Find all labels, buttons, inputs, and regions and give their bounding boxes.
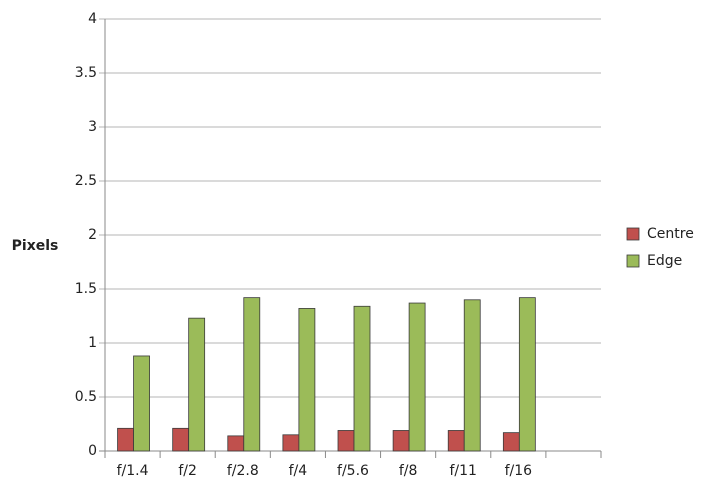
legend-swatch (626, 227, 640, 241)
y-tick-label: 2.5 (75, 173, 97, 189)
y-tick-label: 0.5 (75, 389, 97, 405)
x-tick-label: f/1.4 (117, 463, 149, 479)
bar (353, 305, 371, 452)
y-tick-label: 3 (88, 119, 97, 135)
bar (188, 317, 206, 452)
x-tick-label: f/2.8 (227, 463, 259, 479)
bar (518, 297, 536, 452)
y-tick-label: 1 (88, 335, 97, 351)
bar (282, 434, 300, 452)
bar (463, 299, 481, 452)
bar (172, 427, 190, 452)
x-tick-label: f/16 (505, 463, 533, 479)
bar (298, 308, 316, 452)
y-tick-label: 2 (88, 227, 97, 243)
x-tick-label: f/11 (449, 463, 476, 479)
bar (408, 302, 426, 452)
bar (227, 435, 245, 452)
legend-label: Edge (647, 253, 682, 269)
bar (502, 432, 520, 452)
y-tick-label: 4 (88, 11, 97, 27)
legend-label: Centre (647, 226, 694, 242)
bar (447, 430, 465, 452)
x-tick-label: f/5.6 (337, 463, 369, 479)
legend-swatch (626, 254, 640, 268)
x-tick-label: f/4 (289, 463, 308, 479)
x-tick-label: f/8 (399, 463, 418, 479)
x-tick-label: f/2 (178, 463, 197, 479)
bar (243, 297, 261, 452)
y-axis-label: Pixels (12, 238, 59, 254)
bar (392, 430, 410, 452)
bar (337, 430, 355, 452)
y-tick-label: 3.5 (75, 65, 97, 81)
bar (133, 355, 150, 452)
y-tick-label: 0 (88, 443, 97, 459)
y-tick-label: 1.5 (75, 281, 97, 297)
bar (117, 427, 134, 452)
